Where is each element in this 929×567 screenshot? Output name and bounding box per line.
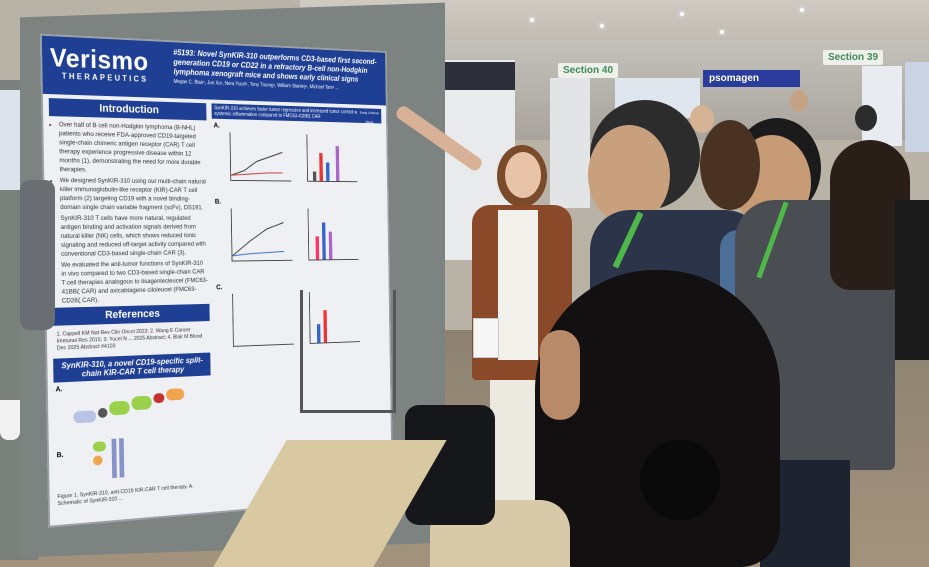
protein-domain-shape xyxy=(131,395,152,411)
protein-domain-shape xyxy=(97,407,108,419)
ceiling-light xyxy=(680,12,684,16)
ceiling-light xyxy=(530,18,534,22)
intro-bullet: We evaluated the anti-tumor functions of… xyxy=(61,259,209,306)
panel-label: C. xyxy=(216,284,223,292)
intro-bullet: We designed SynKIR-310 using our multi-c… xyxy=(60,176,208,212)
bar xyxy=(328,231,333,260)
bar-chart xyxy=(306,134,358,183)
references-text: 1. Cappell KM Nat Rev Clin Oncol 2023; 2… xyxy=(56,327,203,352)
attendee-hair xyxy=(535,270,780,567)
bar xyxy=(315,236,320,260)
transmembrane-shape xyxy=(111,438,117,479)
protein-domain-shape xyxy=(73,410,97,424)
bar xyxy=(335,146,340,182)
bar xyxy=(319,153,323,181)
background-attendee-left xyxy=(20,180,55,330)
line-chart-plot xyxy=(232,208,293,260)
background-attendee xyxy=(790,90,808,112)
presenter-shirt xyxy=(498,210,538,360)
side-section-header: Early Clinical Signs xyxy=(357,108,382,124)
panel-label: A. xyxy=(213,122,220,130)
presenter-pants xyxy=(490,380,542,520)
section-sign: Section 39 xyxy=(823,50,884,65)
results-header: SynKIR-310 achieves faster tumor regress… xyxy=(211,103,382,124)
introduction-list: Over half of B cell non-Hodgkin lymphoma… xyxy=(49,120,209,306)
background-attendee xyxy=(700,120,760,210)
figure1-diagram: A. B. xyxy=(54,375,213,492)
introduction-heading: Introduction xyxy=(48,98,207,121)
line-chart xyxy=(231,208,293,262)
panel-label: B. xyxy=(214,198,222,206)
sponsor-banner: psomagen xyxy=(703,70,800,87)
protein-domain-shape xyxy=(153,393,165,404)
adjacent-poster-header xyxy=(445,62,515,90)
references-heading: References xyxy=(52,303,210,326)
hair-bun xyxy=(640,440,720,520)
presenter-face xyxy=(505,152,541,198)
ceiling-light xyxy=(720,30,724,34)
bar xyxy=(312,171,317,181)
bar xyxy=(321,222,326,260)
name-badge xyxy=(473,318,499,358)
attendee-face xyxy=(540,330,580,420)
line-chart-plot xyxy=(230,132,291,180)
background-attendee xyxy=(855,105,877,131)
adjacent-poster xyxy=(550,78,590,208)
intro-bullet: SynKIR-310 T cells have more natural, re… xyxy=(60,214,208,259)
background-poster xyxy=(905,62,929,152)
bar-chart xyxy=(307,208,359,261)
protein-domain-shape xyxy=(166,388,185,401)
protein-domain-shape xyxy=(109,400,130,416)
cup xyxy=(0,400,20,440)
bar xyxy=(325,162,330,181)
panel-label: B. xyxy=(56,451,64,460)
line-chart xyxy=(230,132,292,182)
section-sign: Section 40 xyxy=(558,63,619,78)
protein-domain-shape xyxy=(92,441,107,452)
line-chart xyxy=(232,292,294,347)
panel-label: A. xyxy=(55,386,63,394)
protein-domain-shape xyxy=(93,455,103,466)
poster-left-column: Introduction Over half of B cell non-Hod… xyxy=(48,98,213,517)
ceiling-light xyxy=(600,24,604,28)
chair xyxy=(300,290,396,413)
intro-bullet: Over half of B cell non-Hodgkin lymphoma… xyxy=(59,120,208,176)
background-attendee xyxy=(690,105,714,133)
ceiling-light xyxy=(800,8,804,12)
transmembrane-shape xyxy=(119,438,125,478)
attendee-face xyxy=(588,125,670,225)
attendee-coat xyxy=(895,200,929,360)
